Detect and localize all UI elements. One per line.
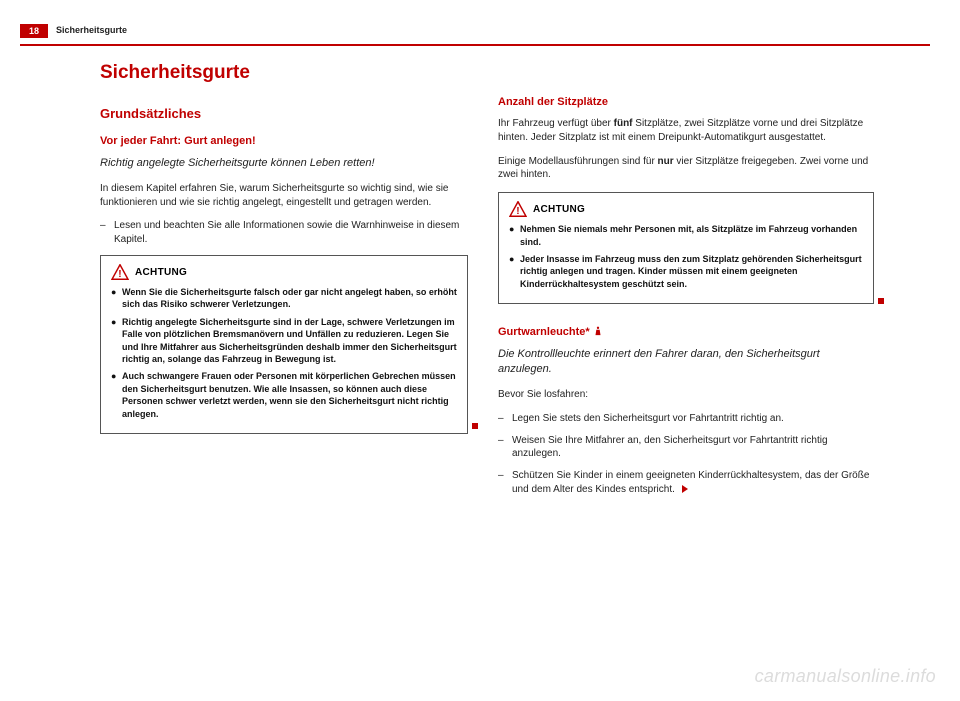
- svg-text:!: !: [516, 206, 519, 217]
- list-item: – Legen Sie stets den Sicherheitsgurt vo…: [498, 412, 874, 426]
- warning-box: ! ACHTUNG ● Wenn Sie die Sicherheitsgurt…: [100, 255, 468, 434]
- warning-item: ● Wenn Sie die Sicherheitsgurte falsch o…: [111, 286, 457, 311]
- dash-bullet: –: [498, 412, 512, 426]
- dash-bullet: –: [498, 434, 512, 462]
- bullet-icon: ●: [111, 370, 122, 420]
- section-title: Grundsätzliches: [100, 106, 468, 121]
- warning-text: Wenn Sie die Sicherheitsgurte falsch ode…: [122, 286, 457, 311]
- lead-paragraph: Richtig angelegte Sicherheitsgurte könne…: [100, 156, 468, 171]
- warning-text: Richtig angelegte Sicherheitsgurte sind …: [122, 316, 457, 366]
- title-text: Gurtwarnleuchte*: [498, 326, 590, 338]
- warning-header: ! ACHTUNG: [509, 201, 863, 217]
- bold-word: fünf: [614, 118, 633, 129]
- seatbelt-indicator-icon: [593, 326, 603, 336]
- warning-item: ● Jeder Insasse im Fahrzeug muss den zum…: [509, 253, 863, 290]
- bullet-icon: ●: [509, 253, 520, 290]
- body-paragraph: Bevor Sie losfahren:: [498, 388, 874, 402]
- body-paragraph: Einige Modellausführungen sind für nur v…: [498, 155, 874, 183]
- warning-header: ! ACHTUNG: [111, 264, 457, 280]
- left-column: Sicherheitsgurte Grundsätzliches Vor jed…: [100, 62, 498, 701]
- list-text: Legen Sie stets den Sicherheitsgurt vor …: [512, 412, 874, 426]
- list-text: Weisen Sie Ihre Mitfahrer an, den Sicher…: [512, 434, 874, 462]
- warning-text: Jeder Insasse im Fahrzeug muss den zum S…: [520, 253, 863, 290]
- bullet-icon: ●: [111, 286, 122, 311]
- list-text: Lesen und beachten Sie alle Informatione…: [114, 219, 468, 247]
- page-content: Sicherheitsgurte Grundsätzliches Vor jed…: [0, 62, 960, 701]
- subsection-title: Gurtwarnleuchte*: [498, 326, 874, 338]
- bullet-icon: ●: [111, 316, 122, 366]
- right-column: Anzahl der Sitzplätze Ihr Fahrzeug verfü…: [498, 62, 894, 701]
- svg-text:!: !: [118, 269, 121, 280]
- section-end-mark: [878, 298, 884, 304]
- text-run: Ihr Fahrzeug verfügt über: [498, 118, 614, 129]
- warning-triangle-icon: !: [509, 201, 527, 217]
- list-item: – Lesen und beachten Sie alle Informatio…: [100, 219, 468, 247]
- list-text: Schützen Sie Kinder in einem geeigneten …: [512, 469, 874, 497]
- page-number: 18: [20, 24, 48, 38]
- subsection-title: Anzahl der Sitzplätze: [498, 96, 874, 108]
- watermark: carmanualsonline.info: [755, 666, 936, 687]
- list-item: – Weisen Sie Ihre Mitfahrer an, den Sich…: [498, 434, 874, 462]
- warning-triangle-icon: !: [111, 264, 129, 280]
- chapter-title: Sicherheitsgurte: [100, 62, 468, 84]
- body-paragraph: Ihr Fahrzeug verfügt über fünf Sitzplätz…: [498, 117, 874, 145]
- bold-word: nur: [658, 156, 674, 167]
- warning-text: Nehmen Sie niemals mehr Personen mit, al…: [520, 223, 863, 248]
- warning-item: ● Richtig angelegte Sicherheitsgurte sin…: [111, 316, 457, 366]
- section-end-mark: [472, 423, 478, 429]
- warning-label: ACHTUNG: [135, 267, 187, 278]
- warning-text: Auch schwangere Frauen oder Personen mit…: [122, 370, 457, 420]
- dash-bullet: –: [498, 469, 512, 497]
- warning-item: ● Auch schwangere Frauen oder Personen m…: [111, 370, 457, 420]
- continue-arrow-icon: [682, 485, 688, 493]
- header-rule: [20, 44, 930, 46]
- warning-label: ACHTUNG: [533, 204, 585, 215]
- list-text-run: Schützen Sie Kinder in einem geeigneten …: [512, 470, 869, 495]
- warning-item: ● Nehmen Sie niemals mehr Personen mit, …: [509, 223, 863, 248]
- bullet-icon: ●: [509, 223, 520, 248]
- running-title: Sicherheitsgurte: [56, 25, 127, 35]
- lead-paragraph: Die Kontrollleuchte erinnert den Fahrer …: [498, 347, 874, 377]
- body-paragraph: In diesem Kapitel erfahren Sie, warum Si…: [100, 182, 468, 210]
- subsection-title: Vor jeder Fahrt: Gurt anlegen!: [100, 135, 468, 147]
- list-item: – Schützen Sie Kinder in einem geeignete…: [498, 469, 874, 497]
- left-gutter: [0, 62, 100, 701]
- dash-bullet: –: [100, 219, 114, 247]
- text-run: Einige Modellausführungen sind für: [498, 156, 658, 167]
- warning-box: ! ACHTUNG ● Nehmen Sie niemals mehr Pers…: [498, 192, 874, 304]
- page-header: 18 Sicherheitsgurte: [0, 24, 960, 46]
